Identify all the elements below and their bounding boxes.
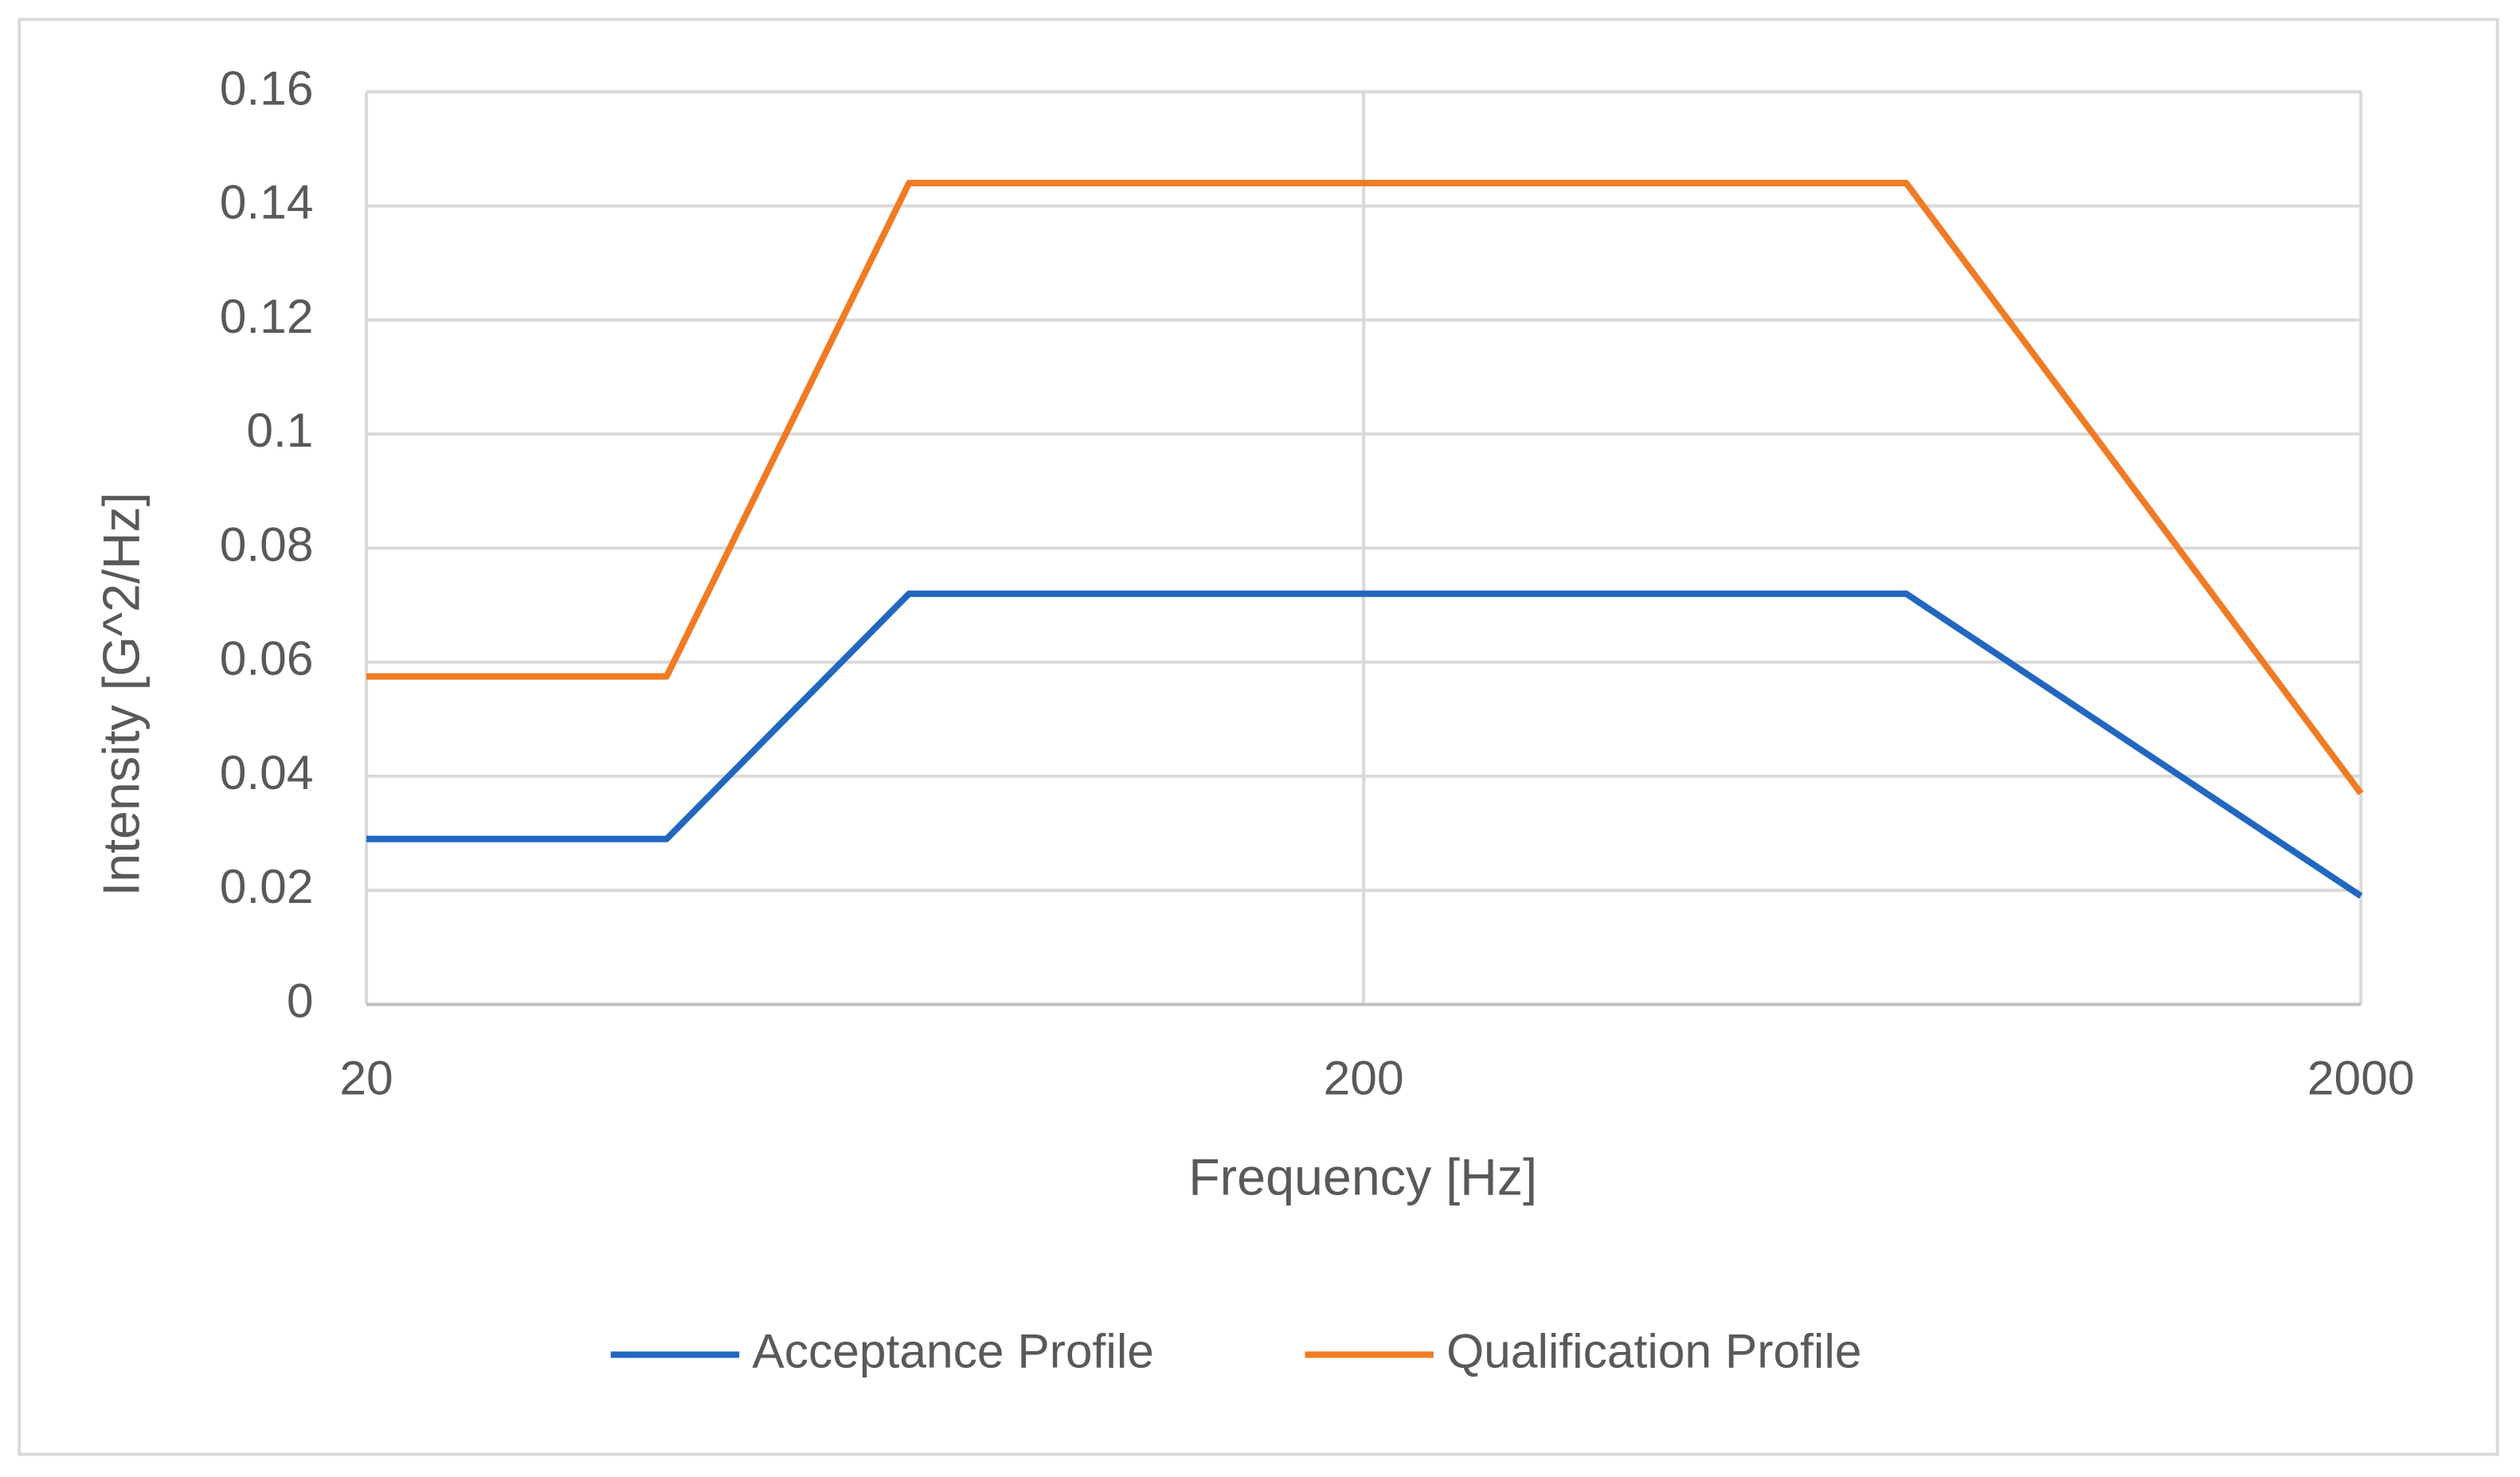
x-tick-label: 20 [339,1050,393,1104]
y-tick-label: 0.02 [220,859,314,913]
legend-label: Qualification Profile [1446,1323,1861,1377]
y-tick-label: 0.12 [220,289,314,343]
y-tick-label: 0.06 [220,631,314,686]
legend-label: Acceptance Profile [752,1323,1154,1377]
y-tick-label: 0.16 [220,61,314,115]
data-line [366,590,2363,899]
y-tick-label: 0.14 [220,175,314,229]
y-axis-title: Intensity [G^2/Hz] [92,492,150,897]
y-tick-label: 0.1 [246,403,313,457]
x-tick-label: 200 [1324,1050,1404,1104]
x-tick-label: 2000 [2307,1050,2415,1104]
x-axis-title: Frequency [Hz] [1188,1148,1537,1205]
chart-border [18,18,2499,1456]
data-line [366,179,2364,795]
y-tick-label: 0.08 [220,517,314,571]
y-tick-label: 0.04 [220,745,314,799]
y-tick-label: 0 [287,973,314,1027]
